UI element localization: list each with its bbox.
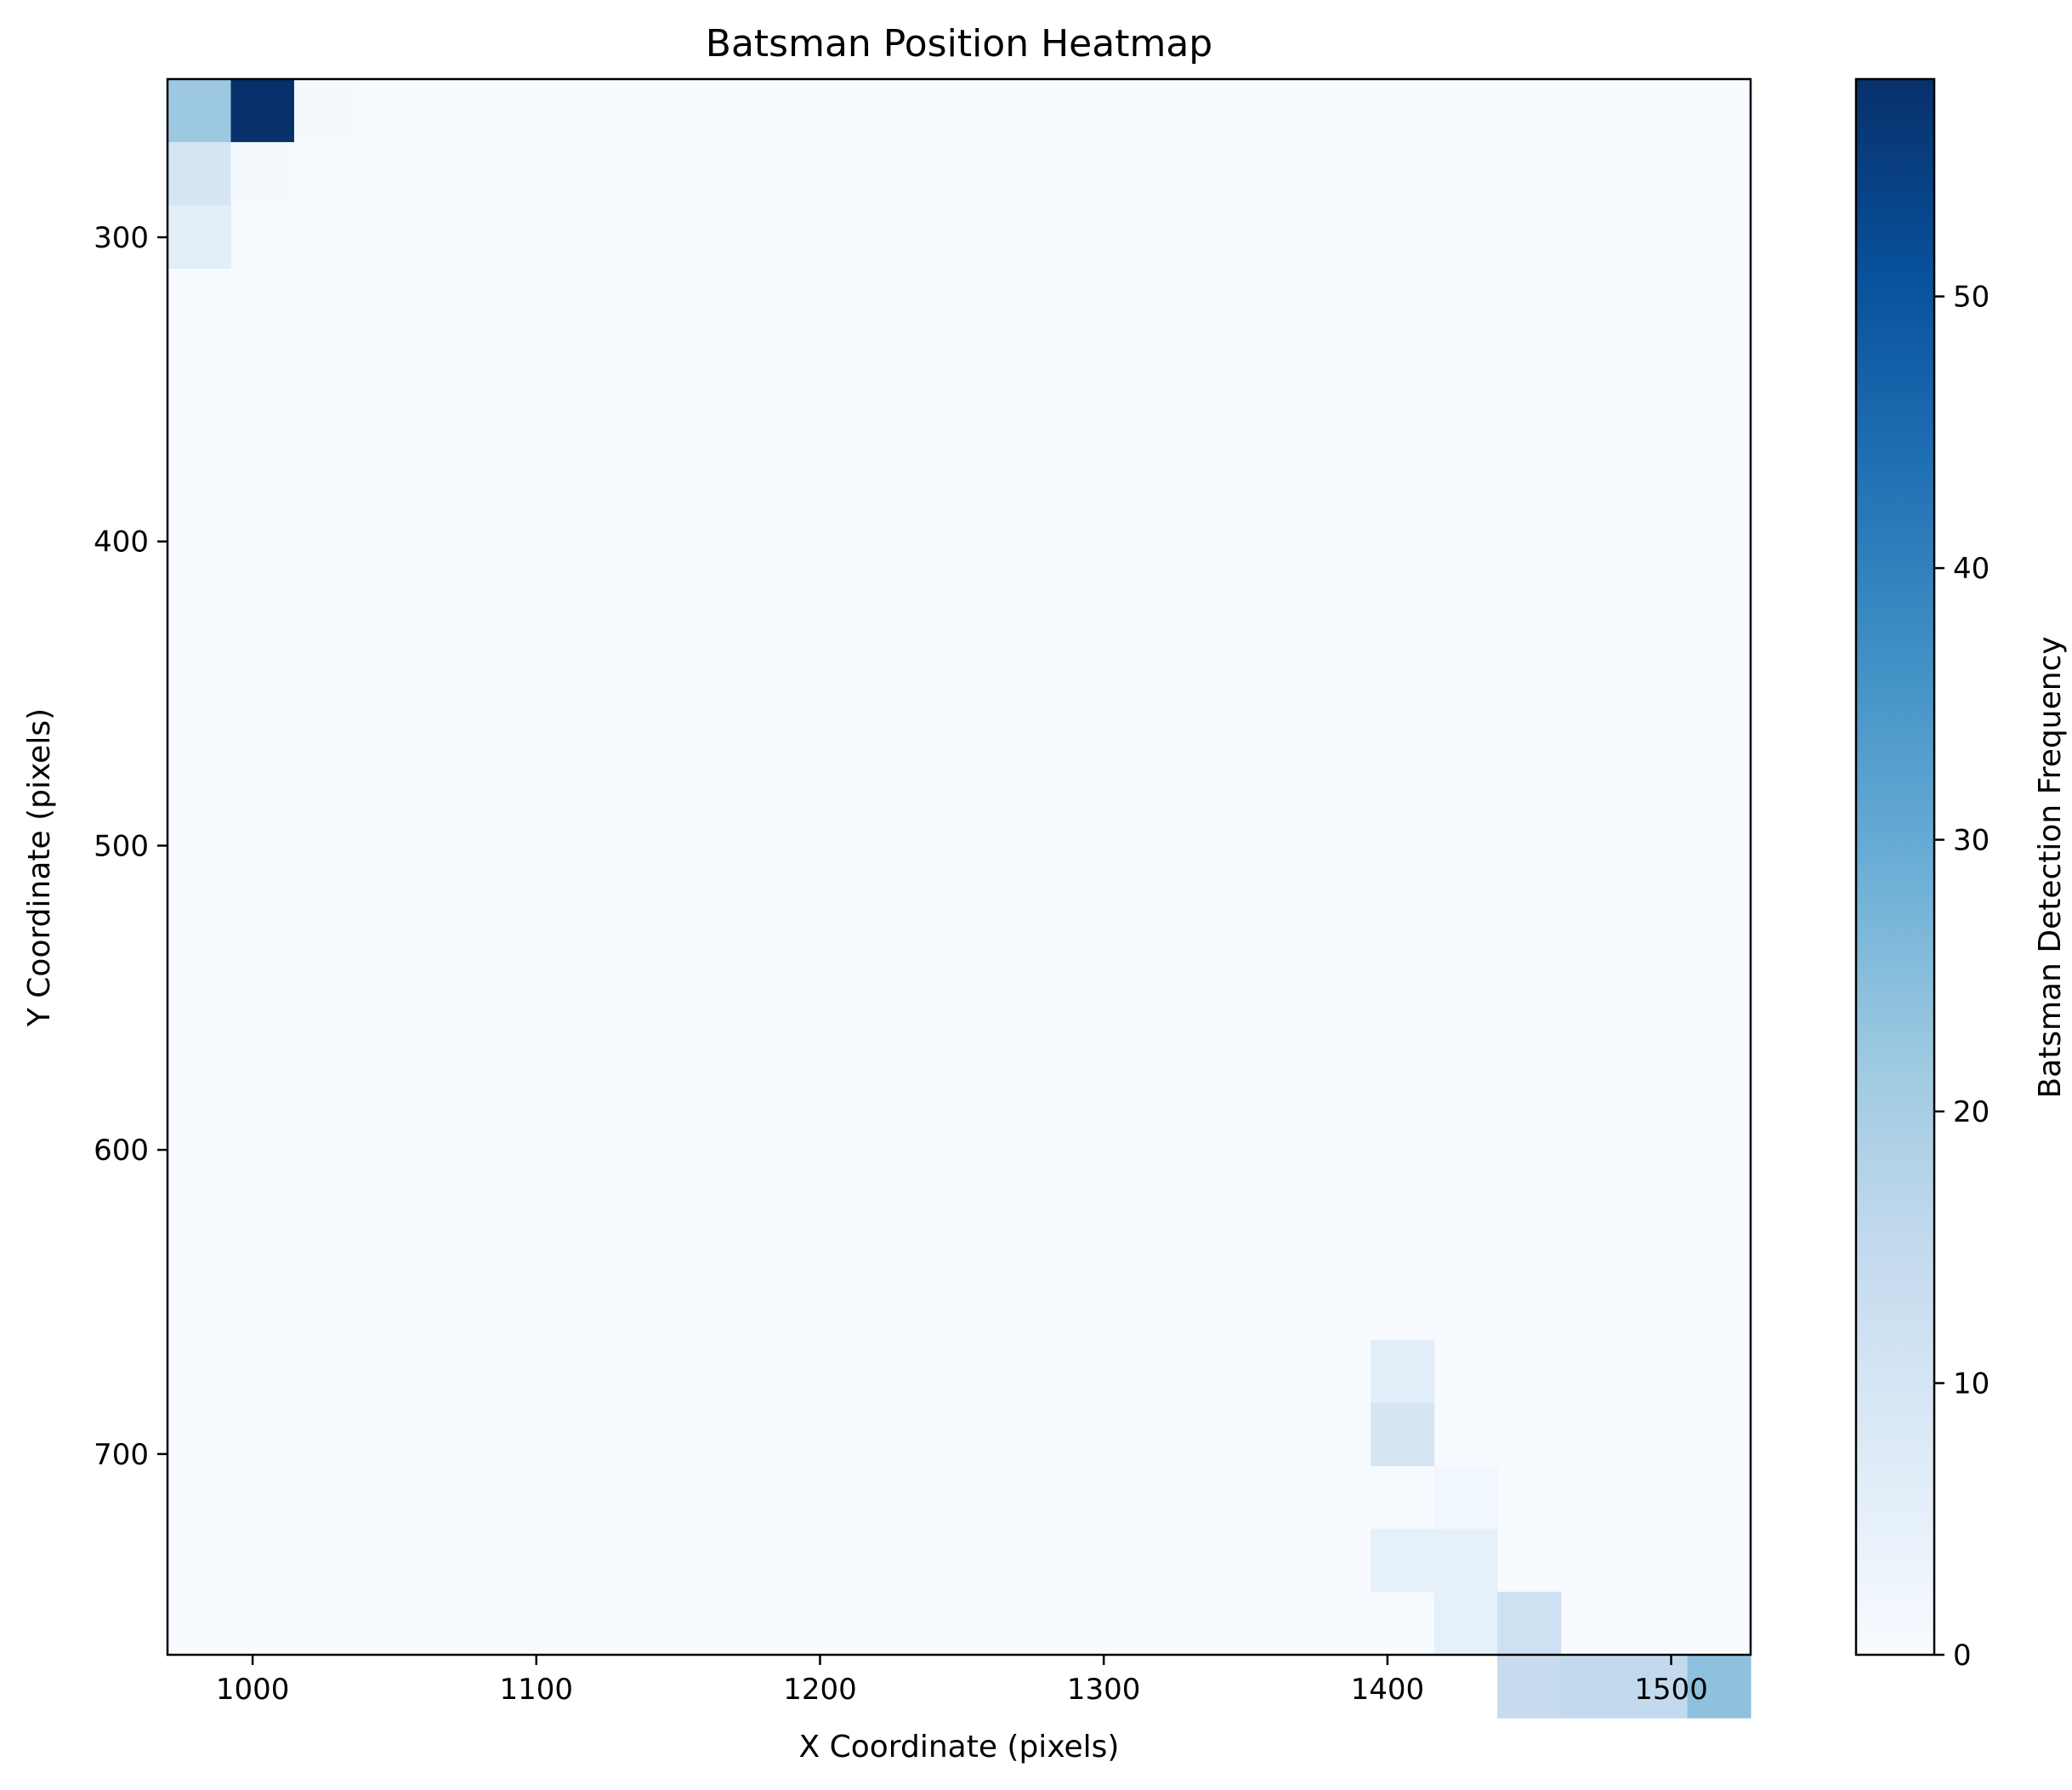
heatmap-cell (1433, 1465, 1498, 1530)
y-tick-label: 500 (94, 829, 149, 863)
y-tick-label: 700 (94, 1438, 149, 1472)
plot-frame (166, 77, 1752, 1656)
colorbar-label: Batsman Detection Frequency (2033, 636, 2068, 1098)
heatmap-cell (1687, 1655, 1751, 1719)
y-tick-label: 600 (94, 1134, 149, 1168)
heatmap-cell (230, 79, 295, 143)
heatmap-cell (1433, 1528, 1498, 1593)
heatmap-cell (1497, 1591, 1562, 1656)
heatmap-cell (167, 79, 232, 143)
x-tick-label: 1300 (1067, 1673, 1141, 1707)
colorbar-tick-label: 0 (1953, 1639, 1972, 1673)
chart-title: Batsman Position Heatmap (706, 22, 1212, 65)
plot-area (166, 77, 1752, 1719)
heatmap-cell (1497, 1655, 1562, 1719)
heatmap-cell (1560, 1655, 1625, 1719)
heatmap-cell (1433, 1591, 1498, 1656)
heatmap-cell (167, 142, 232, 206)
colorbar-tick-label: 40 (1953, 552, 1990, 586)
colorbar: 0 10 20 30 40 50 Batsman Detection Frequency (1854, 77, 2068, 1673)
plot-background (167, 79, 1751, 1655)
heatmap-cell (293, 79, 359, 143)
x-tick-label: 1200 (783, 1673, 857, 1707)
x-tick-label: 1400 (1351, 1673, 1425, 1707)
y-tick-label: 300 (94, 221, 149, 255)
x-tick-label: 1000 (216, 1673, 290, 1707)
colorbar-gradient (1854, 77, 1936, 1656)
colorbar-tick-label: 50 (1953, 281, 1990, 315)
x-tick-label: 1100 (500, 1673, 574, 1707)
heatmap-cell (1371, 1339, 1435, 1404)
colorbar-tick-label: 30 (1953, 824, 1990, 858)
heatmap-cells (167, 79, 1751, 1719)
x-tick-label: 1500 (1634, 1673, 1708, 1707)
y-axis-label: Y Coordinate (pixels) (22, 708, 57, 1027)
x-axis: 1000 1100 1200 1300 1400 1500 (216, 1655, 1708, 1707)
colorbar-ticks: 0 10 20 30 40 50 (1934, 281, 1990, 1673)
heatmap-cell (1371, 1402, 1435, 1467)
x-axis-label: X Coordinate (pixels) (799, 1730, 1120, 1764)
colorbar-tick-label: 10 (1953, 1367, 1990, 1401)
heatmap-cell (230, 142, 295, 206)
y-tick-label: 400 (94, 526, 149, 560)
heatmap-cell (167, 205, 232, 269)
heatmap-cell (1371, 1528, 1435, 1593)
colorbar-tick-label: 20 (1953, 1095, 1990, 1129)
y-axis: 300 400 500 600 700 (94, 221, 167, 1472)
heatmap-cell (1624, 1655, 1689, 1719)
